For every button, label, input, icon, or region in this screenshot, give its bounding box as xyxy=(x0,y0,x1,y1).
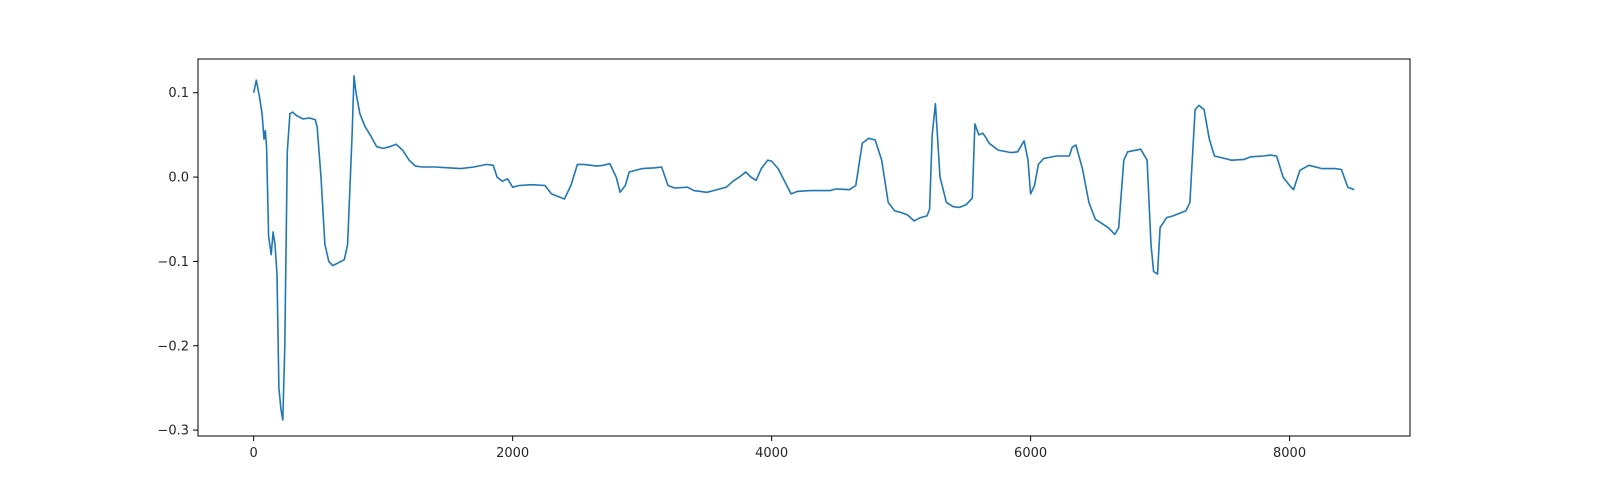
x-tick-label: 4000 xyxy=(755,446,788,461)
y-tick-label: −0.1 xyxy=(157,255,189,270)
x-tick-label: 2000 xyxy=(496,446,529,461)
y-tick-label: 0.1 xyxy=(168,86,189,101)
x-tick-label: 8000 xyxy=(1273,446,1306,461)
y-axis: 0.1 0.0 −0.1 −0.2 −0.3 xyxy=(157,86,198,439)
x-tick-label: 0 xyxy=(250,446,258,461)
plot-frame xyxy=(197,58,1411,437)
y-tick-label: 0.0 xyxy=(168,171,189,186)
x-tick-label: 6000 xyxy=(1014,446,1047,461)
series-line xyxy=(252,75,1355,421)
x-axis: 0 2000 4000 6000 8000 xyxy=(250,436,1306,461)
y-tick-label: −0.3 xyxy=(157,424,189,439)
y-tick-label: −0.2 xyxy=(157,339,189,354)
